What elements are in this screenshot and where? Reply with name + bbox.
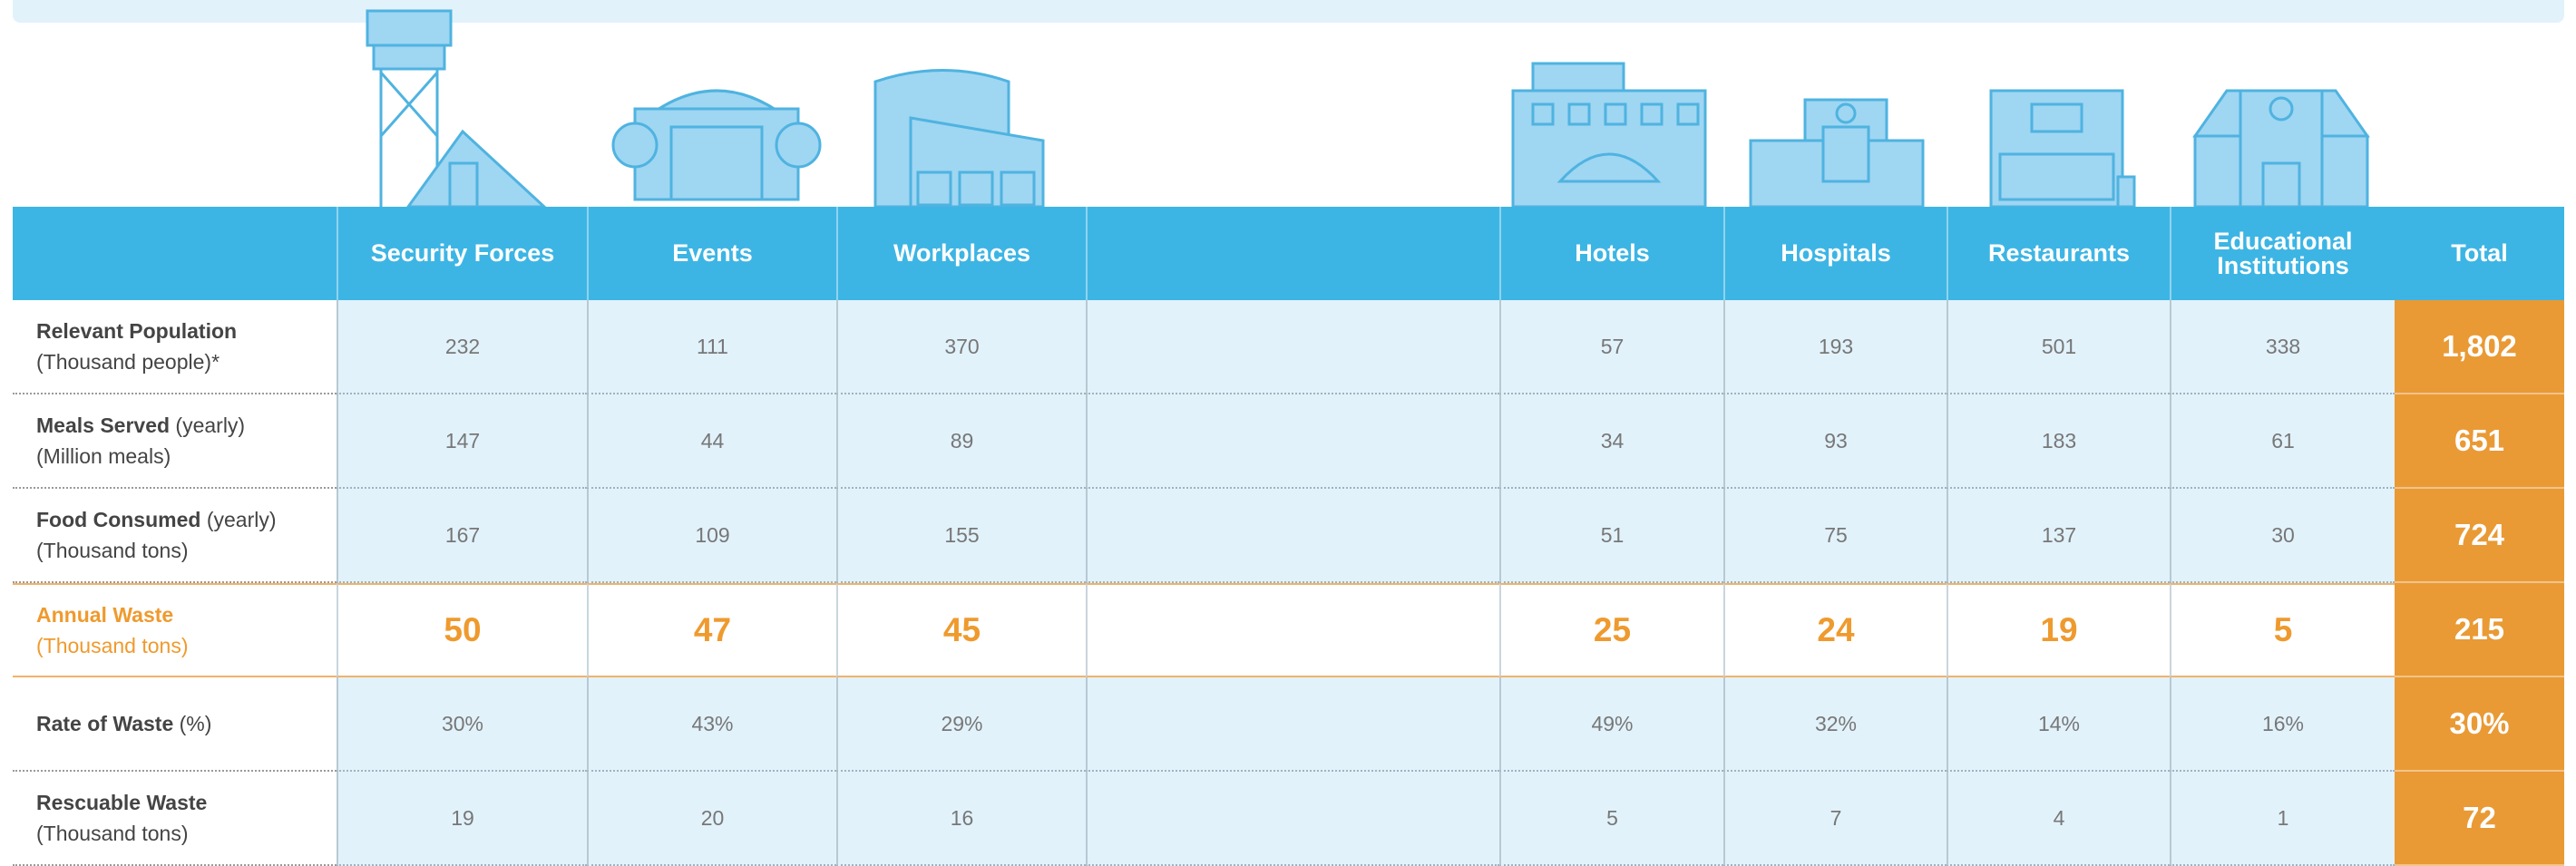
label-unit: (Thousand tons) xyxy=(36,634,189,657)
value-cell: 43% xyxy=(587,677,836,772)
label-bold: Rescuable Waste xyxy=(36,791,208,814)
value-cell: 29% xyxy=(836,677,1086,772)
value-cell: 338 xyxy=(2170,300,2395,394)
value-cell: 14% xyxy=(1947,677,2170,772)
row-label-text: Meals Served (yearly) (Million meals) xyxy=(36,410,245,472)
row-label: Food Consumed (yearly) (Thousand tons) xyxy=(13,489,337,583)
value-cell: 5 xyxy=(2170,583,2395,677)
value-cell: 19 xyxy=(337,772,587,866)
value-cell: 7 xyxy=(1723,772,1947,866)
label-bold: Annual Waste xyxy=(36,603,174,627)
label-unit: (Thousand people)* xyxy=(36,350,220,374)
value-cell: 19 xyxy=(1947,583,2170,677)
value-cell: 147 xyxy=(337,394,587,489)
total-cell: 651 xyxy=(2395,394,2564,489)
value-cell: 32% xyxy=(1723,677,1947,772)
events-icon xyxy=(611,89,822,201)
column-header: Educational Institutions xyxy=(2170,207,2395,300)
value-cell: 30% xyxy=(337,677,587,772)
column-header: Security Forces xyxy=(337,207,587,300)
value-cell xyxy=(1086,677,1499,772)
value-cell: 137 xyxy=(1947,489,2170,583)
value-cell: 1 xyxy=(2170,772,2395,866)
total-cell: 72 xyxy=(2395,772,2564,866)
value-cell xyxy=(1086,300,1499,394)
header-corner xyxy=(13,207,337,300)
value-cell: 183 xyxy=(1947,394,2170,489)
value-cell: 44 xyxy=(587,394,836,489)
value-cell xyxy=(1086,489,1499,583)
total-cell: 724 xyxy=(2395,489,2564,583)
value-cell: 16% xyxy=(2170,677,2395,772)
value-cell xyxy=(1086,394,1499,489)
tower-icon xyxy=(366,9,548,209)
column-header: Hospitals xyxy=(1723,207,1947,300)
value-cell: 4 xyxy=(1947,772,2170,866)
label-bold: Food Consumed xyxy=(36,508,201,531)
value-cell: 24 xyxy=(1723,583,1947,677)
value-cell: 75 xyxy=(1723,489,1947,583)
value-cell xyxy=(1086,583,1499,677)
row-label: Annual Waste (Thousand tons) xyxy=(13,583,337,677)
illustrations xyxy=(366,9,2370,209)
row-label-text: Relevant Population (Thousand people)* xyxy=(36,316,237,377)
row-label: Meals Served (yearly) (Million meals) xyxy=(13,394,337,489)
value-cell: 89 xyxy=(836,394,1086,489)
value-cell: 232 xyxy=(337,300,587,394)
row-label-text: Rescuable Waste (Thousand tons) xyxy=(36,787,207,849)
column-header: Restaurants xyxy=(1947,207,2170,300)
label-note: (yearly) xyxy=(175,414,246,437)
value-cell: 111 xyxy=(587,300,836,394)
label-note: (yearly) xyxy=(206,508,277,531)
column-header xyxy=(1086,207,1499,300)
label-unit: (Thousand tons) xyxy=(36,822,189,845)
column-header: Total xyxy=(2395,207,2564,300)
row-label-text: Rate of Waste (%) xyxy=(36,708,211,739)
value-cell: 501 xyxy=(1947,300,2170,394)
row-label: Relevant Population (Thousand people)* xyxy=(13,300,337,394)
label-unit: (Thousand tons) xyxy=(36,539,189,562)
value-cell: 5 xyxy=(1499,772,1723,866)
row-label: Rescuable Waste (Thousand tons) xyxy=(13,772,337,866)
label-bold: Rate of Waste xyxy=(36,712,174,735)
value-cell: 193 xyxy=(1723,300,1947,394)
value-cell xyxy=(1086,772,1499,866)
row-label-text: Annual Waste (Thousand tons) xyxy=(36,599,188,661)
label-bold: Relevant Population xyxy=(36,319,238,343)
column-header: Events xyxy=(587,207,836,300)
value-cell: 167 xyxy=(337,489,587,583)
value-cell: 51 xyxy=(1499,489,1723,583)
value-cell: 49% xyxy=(1499,677,1723,772)
value-cell: 45 xyxy=(836,583,1086,677)
value-cell: 34 xyxy=(1499,394,1723,489)
row-label-text: Food Consumed (yearly) (Thousand tons) xyxy=(36,504,277,566)
total-cell: 1,802 xyxy=(2395,300,2564,394)
column-header: Hotels xyxy=(1499,207,1723,300)
row-label: Rate of Waste (%) xyxy=(13,677,337,772)
value-cell: 20 xyxy=(587,772,836,866)
value-cell: 30 xyxy=(2170,489,2395,583)
school-icon xyxy=(2192,89,2370,209)
value-cell: 93 xyxy=(1723,394,1947,489)
restaurant-icon xyxy=(1989,89,2136,209)
total-cell: 30% xyxy=(2395,677,2564,772)
value-cell: 47 xyxy=(587,583,836,677)
value-cell: 50 xyxy=(337,583,587,677)
value-cell: 16 xyxy=(836,772,1086,866)
value-cell: 370 xyxy=(836,300,1086,394)
total-cell: 215 xyxy=(2395,583,2564,677)
label-bold: Meals Served xyxy=(36,414,171,437)
value-cell: 57 xyxy=(1499,300,1723,394)
value-cell: 25 xyxy=(1499,583,1723,677)
label-note: (%) xyxy=(179,712,212,735)
hospital-icon xyxy=(1749,98,1925,209)
hotel-icon xyxy=(1511,62,1707,209)
column-header: Workplaces xyxy=(836,207,1086,300)
value-cell: 61 xyxy=(2170,394,2395,489)
value-cell: 155 xyxy=(836,489,1086,583)
label-unit: (Million meals) xyxy=(36,444,171,468)
workplace-icon xyxy=(873,69,1045,209)
value-cell: 109 xyxy=(587,489,836,583)
